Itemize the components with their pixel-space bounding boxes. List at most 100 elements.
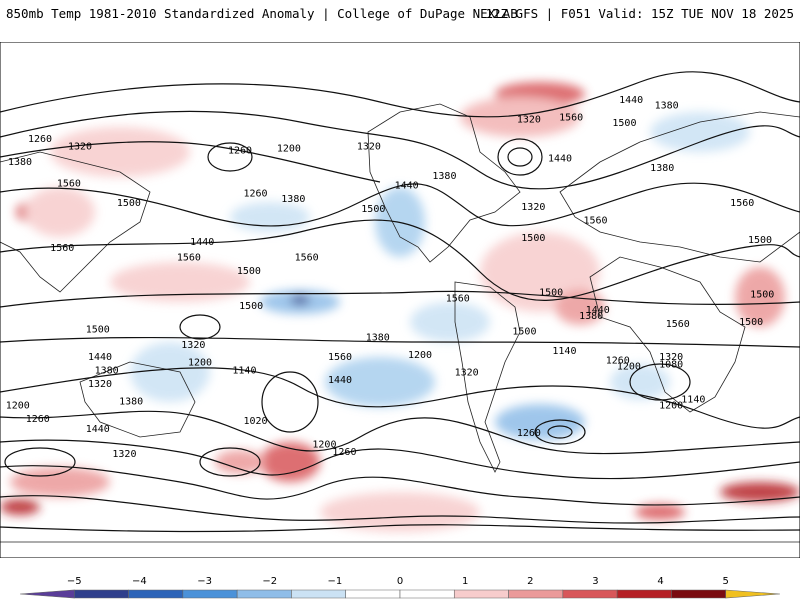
contour-label: 1440 — [619, 95, 643, 106]
colorbar-tick-label: 4 — [657, 576, 663, 587]
contour-label: 1500 — [117, 198, 141, 209]
contour-label: 1200 — [659, 401, 683, 412]
contour-label: 1320 — [521, 202, 545, 213]
contour-label: 1500 — [361, 204, 385, 215]
colorbar-tick-label: −2 — [262, 576, 277, 587]
colorbar-swatch — [182, 589, 238, 599]
contour-label: 1320 — [112, 449, 136, 460]
colorbar-swatch — [236, 589, 292, 599]
contour-label: 1500 — [539, 288, 563, 299]
colorbar-swatch — [562, 589, 618, 599]
contour-label: 1200 — [312, 439, 336, 450]
colorbar-tick-label: 2 — [527, 576, 533, 587]
contour-label: 1500 — [521, 233, 545, 244]
contour-label: 1200 — [188, 358, 212, 369]
colorbar-swatch — [616, 589, 672, 599]
contour-label: 1140 — [681, 395, 705, 406]
contour-label: 1500 — [739, 317, 763, 328]
contour-label: 1560 — [57, 179, 81, 190]
contour-label: 1380 — [95, 365, 119, 376]
colorbar-tick-label: −5 — [67, 576, 82, 587]
contour-label: 1560 — [559, 112, 583, 123]
contour-label: 1440 — [88, 352, 112, 363]
contour-label: 1140 — [232, 365, 256, 376]
colorbar-tick-label: 3 — [592, 576, 598, 587]
colorbar-swatches — [19, 589, 781, 599]
contour-label: 1560 — [730, 198, 754, 209]
contour-label: 1440 — [395, 181, 419, 192]
contour-label: 1320 — [455, 367, 479, 378]
contour-label: 1500 — [750, 290, 774, 301]
contour-label: 1500 — [237, 266, 261, 277]
colorbar-tick-label: −3 — [197, 576, 212, 587]
contour-label: 1500 — [239, 301, 263, 312]
contour-label: 1560 — [328, 352, 352, 363]
contour-label: 1200 — [617, 362, 641, 373]
contour-label: 1560 — [295, 253, 319, 264]
contour-label: 1380 — [281, 194, 305, 205]
contour-label: 1320 — [659, 352, 683, 363]
colorbar-tick-label: 0 — [397, 576, 403, 587]
colorbar-swatch — [671, 589, 727, 599]
coastlines — [0, 103, 800, 543]
contour-label: 1380 — [579, 311, 603, 322]
contour-label: 1260 — [244, 188, 268, 199]
colorbar-swatch — [399, 589, 455, 599]
colorbar-swatch — [128, 589, 184, 599]
contour-label: 1380 — [119, 397, 143, 408]
contour-label: 1140 — [552, 346, 576, 357]
contour-label: 1320 — [181, 340, 205, 351]
contour-label: 1260 — [28, 134, 52, 145]
colorbar-swatch — [291, 589, 347, 599]
contour-label: 1200 — [408, 350, 432, 361]
contour-label: 1560 — [177, 253, 201, 264]
contour-label: 1380 — [655, 101, 679, 112]
colorbar-swatch — [73, 589, 129, 599]
contour-label: 1200 — [277, 144, 301, 155]
contour-label: 1500 — [748, 235, 772, 246]
contour-label: 1560 — [50, 243, 74, 254]
colorbar-tick-label: 1 — [462, 576, 468, 587]
contour-labels: 1380 1320 1260 1320 1380 1560 1500 1560 1560 1500… — [6, 95, 775, 460]
colorbar: −5 −4 −3 −2 −1 0 1 2 3 4 5 — [19, 576, 781, 599]
contour-label: 1380 — [366, 332, 390, 343]
colorbar-swatch — [508, 589, 564, 599]
contour-label: 1200 — [6, 401, 30, 412]
contour-label: 1560 — [446, 293, 470, 304]
anomaly-map: 1380 1320 1260 1320 1380 1560 1500 1560 1560 1500… — [0, 42, 800, 558]
contour-label: 1500 — [512, 327, 536, 338]
contour-label: 1260 — [228, 145, 252, 156]
contour-label: 1560 — [666, 319, 690, 330]
contour-label: 1500 — [612, 118, 636, 129]
contour-label: 1320 — [517, 114, 541, 125]
colorbar-ticks: −5 −4 −3 −2 −1 0 1 2 3 4 5 — [67, 576, 729, 587]
contour-label: 1260 — [332, 447, 356, 458]
colorbar-swatch — [19, 589, 75, 599]
contour-label: 1380 — [8, 157, 32, 168]
contour-label: 1080 — [659, 360, 683, 371]
colorbar-tick-label: 5 — [723, 576, 729, 587]
contour-label: 1440 — [86, 424, 110, 435]
contour-label: 1020 — [244, 416, 268, 427]
contour-label: 1440 — [190, 237, 214, 248]
contour-label: 1500 — [86, 325, 110, 336]
contour-label: 1320 — [357, 142, 381, 153]
map-title: 850mb Temp 1981-2010 Standardized Anomal… — [6, 6, 518, 21]
model-run-info: 12Z GFS | F051 Valid: 15Z TUE NOV 18 202… — [485, 6, 794, 21]
contour-label: 1380 — [432, 171, 456, 182]
height-contours — [0, 71, 800, 533]
colorbar-swatch — [345, 589, 401, 599]
contour-label: 1320 — [68, 142, 92, 153]
colorbar-tick-label: −4 — [132, 576, 147, 587]
contour-label: 1260 — [26, 414, 50, 425]
contour-label: 1380 — [650, 163, 674, 174]
contour-label: 1320 — [88, 379, 112, 390]
colorbar-swatch — [725, 589, 781, 599]
contour-label: 1440 — [328, 375, 352, 386]
colorbar-swatch — [453, 589, 509, 599]
contour-label: 1440 — [586, 305, 610, 316]
contour-label: 1260 — [606, 356, 630, 367]
contour-label: 1440 — [548, 153, 572, 164]
contour-label: 1260 — [517, 428, 541, 439]
contour-label: 1560 — [584, 216, 608, 227]
